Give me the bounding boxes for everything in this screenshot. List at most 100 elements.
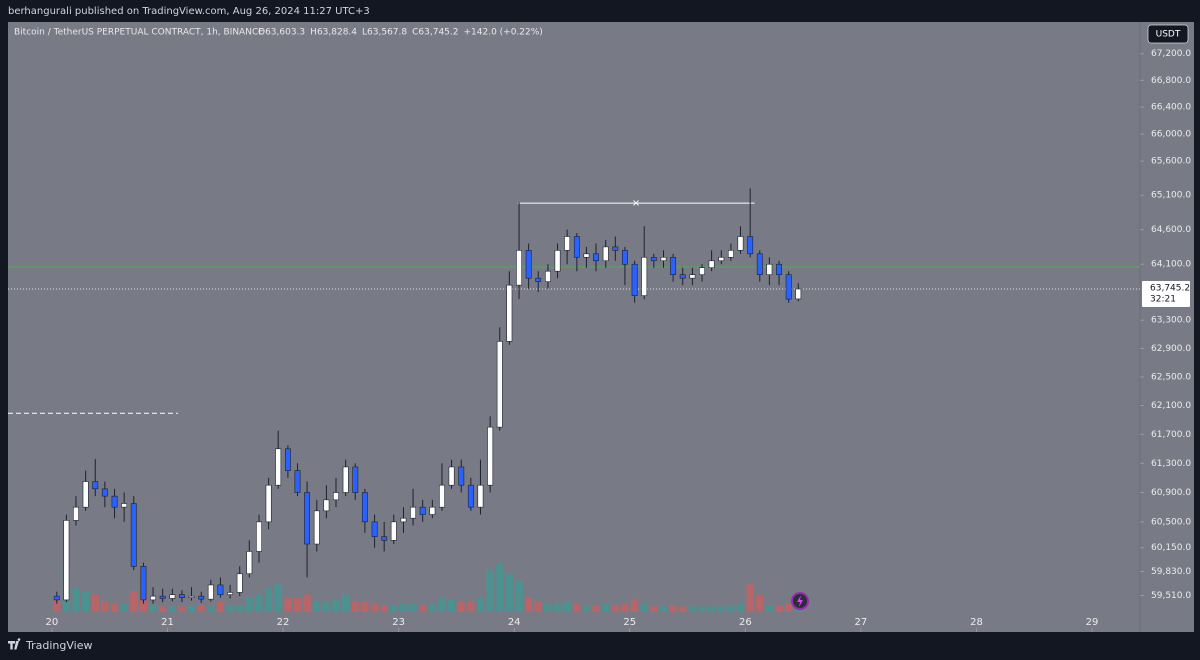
candle-body — [53, 595, 60, 601]
candle-body — [390, 521, 397, 541]
y-tick-label: 60,900.0 — [1151, 488, 1191, 498]
volume-bar — [669, 605, 677, 612]
volume-bar — [351, 601, 359, 612]
countdown: 32:21 — [1150, 294, 1176, 304]
volume-bar — [486, 570, 494, 612]
candle-body — [246, 551, 253, 575]
volume-bar — [573, 603, 581, 612]
candle-body — [612, 246, 619, 251]
volume-bar — [717, 606, 725, 612]
candle-body — [737, 236, 744, 251]
plot-background — [8, 22, 1194, 632]
volume-bar — [72, 587, 80, 612]
candle-body — [265, 484, 272, 523]
y-tick-label: 62,100.0 — [1151, 401, 1191, 411]
candle-body — [410, 506, 417, 519]
candle-body — [159, 595, 166, 599]
volume-bar — [332, 599, 340, 612]
candle-body — [602, 246, 609, 262]
y-tick-label: 64,600.0 — [1151, 225, 1191, 235]
candle-body — [496, 341, 503, 428]
volume-bar — [284, 598, 292, 612]
y-tick-label: 62,900.0 — [1151, 344, 1191, 354]
candle-body — [371, 521, 378, 537]
candle-body — [429, 506, 436, 515]
candle-body — [419, 506, 426, 515]
volume-bar — [553, 603, 562, 612]
volume-bar — [265, 587, 273, 612]
x-tick-label: 29 — [1086, 617, 1099, 628]
volume-bar — [293, 598, 302, 612]
volume-bar — [226, 605, 234, 612]
y-tick-label: 67,200.0 — [1151, 49, 1191, 59]
volume-bar — [496, 563, 504, 612]
volume-bar — [505, 573, 513, 612]
candle-body — [294, 470, 301, 493]
volume-bar — [380, 605, 388, 612]
candle-body — [333, 492, 339, 501]
currency-button[interactable] — [1147, 24, 1189, 44]
candle-body — [73, 506, 79, 521]
candle-body — [766, 263, 773, 275]
volume-bar — [785, 603, 793, 612]
candle-body — [352, 466, 359, 493]
x-tick-label: 21 — [161, 617, 174, 628]
volume-bar — [236, 605, 244, 612]
logo-mark — [7, 638, 21, 650]
candle-body — [275, 448, 282, 486]
candle-body — [756, 253, 763, 275]
volume-bar — [322, 601, 330, 612]
candle-body — [747, 236, 754, 255]
candle-body — [554, 250, 561, 272]
volume-bar — [476, 598, 485, 612]
candle-body — [236, 573, 243, 593]
candle-body — [92, 481, 99, 490]
x-tick-label: 20 — [46, 617, 59, 628]
candle-body — [631, 263, 638, 296]
volume-bar — [515, 580, 523, 612]
candle-body — [516, 250, 522, 286]
volume-bar — [419, 605, 427, 612]
volume-bar — [621, 603, 629, 612]
volume-bar — [399, 603, 408, 612]
volume-bar — [245, 598, 253, 612]
volume-bar — [313, 601, 321, 612]
candle-body — [207, 584, 214, 600]
ohlc-legend: O63,603.3 H63,828.4 L63,567.8 C63,745.2 +142… — [258, 28, 543, 38]
volume-bar — [640, 603, 648, 612]
candle-body — [111, 495, 118, 508]
volume-bar — [159, 606, 167, 612]
y-tick-label: 61,300.0 — [1151, 459, 1191, 469]
volume-bar — [707, 606, 716, 612]
volume-bar — [216, 601, 225, 612]
candle-body — [82, 481, 89, 508]
y-tick-label: 59,510.0 — [1151, 591, 1191, 601]
currency-label[interactable]: USDT — [1156, 30, 1181, 40]
volume-bar — [765, 605, 773, 612]
volume-bar — [679, 606, 687, 612]
volume-bar — [534, 601, 542, 612]
x-tick-label: 27 — [855, 617, 868, 628]
volume-bar — [447, 599, 456, 612]
y-tick-label: 66,800.0 — [1151, 76, 1191, 86]
y-tick-label: 60,150.0 — [1151, 543, 1191, 553]
volume-bar — [197, 605, 205, 612]
candle-body — [467, 484, 474, 508]
x-tick-label: 28 — [970, 617, 983, 628]
y-tick-label: 66,400.0 — [1151, 103, 1191, 113]
candle-body — [121, 503, 128, 508]
y-tick-label: 62,500.0 — [1151, 372, 1191, 382]
volume-bar — [342, 594, 350, 612]
candle-body — [198, 595, 205, 600]
y-tick-label: 64,100.0 — [1151, 260, 1191, 270]
plot: 67,200.0 66,800.0 66,400.0 66,000.0 65,600.0… — [8, 49, 1191, 632]
volume-bar — [631, 599, 639, 612]
candle-body — [63, 520, 70, 601]
candle-body — [361, 492, 368, 523]
candle-body — [795, 288, 802, 300]
volume-bar — [255, 594, 263, 612]
candle-body — [227, 592, 234, 595]
y-tick-label: 59,830.0 — [1151, 567, 1191, 577]
last-price-box — [1142, 280, 1190, 307]
volume-bar — [746, 584, 754, 612]
